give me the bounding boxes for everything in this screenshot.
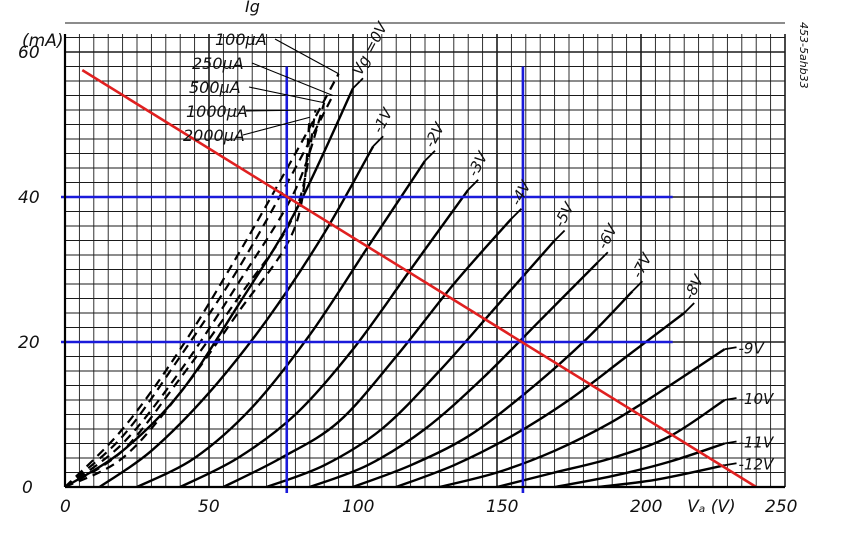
- grid-current-curve: [64, 94, 334, 488]
- curve-leader: [372, 135, 384, 147]
- ig-label: 500μA: [189, 78, 241, 97]
- chart-axes: [63, 34, 785, 489]
- grid-voltage-curve: [352, 290, 634, 489]
- y-tick-label: 40: [18, 188, 40, 208]
- curve-label: -11V: [739, 434, 775, 452]
- ig-label: 1000μA: [186, 102, 248, 121]
- ig-leader: [245, 109, 316, 112]
- curve-leader: [510, 208, 523, 220]
- ig-leader: [274, 38, 339, 75]
- ig-label: 100μA: [215, 30, 267, 49]
- curve-leader: [724, 440, 737, 445]
- curve-leader: [597, 251, 609, 263]
- ig-label: 250μA: [192, 54, 244, 73]
- grid-current-curve: [64, 73, 340, 488]
- y-tick-label: 0: [22, 478, 33, 498]
- side-note: 453-5ahb33: [797, 22, 810, 89]
- grid-voltage-curve: [179, 189, 470, 489]
- curve-leader: [724, 397, 737, 401]
- operating-point-markers: [61, 66, 673, 493]
- ig-leader: [248, 86, 325, 104]
- curve-label: -12V: [739, 455, 775, 473]
- grid-current-curve: [64, 102, 326, 488]
- ig-leader: [251, 62, 334, 97]
- load-line: [81, 69, 757, 489]
- load-line-group: [81, 69, 757, 489]
- curve-label: -9V: [739, 339, 766, 357]
- ig-header: Ig: [245, 0, 260, 16]
- grid-voltage-curve: [395, 312, 685, 489]
- x-tick-label: 200: [630, 497, 662, 517]
- grid-current-curve: [64, 117, 311, 488]
- y-tick-label: 20: [18, 333, 40, 353]
- curve-leader: [553, 229, 566, 242]
- grid-voltage-curve: [222, 218, 513, 489]
- x-axis-label: Vₐ (V): [687, 497, 736, 517]
- curve-leader: [352, 77, 364, 89]
- curve-label: -7V: [628, 249, 657, 281]
- curve-label: -10V: [739, 390, 775, 408]
- x-tick-label: 150: [486, 497, 518, 517]
- curve-leader: [724, 462, 737, 467]
- grid-voltage-curve: [597, 464, 725, 489]
- ig-label: 2000μA: [183, 126, 245, 145]
- x-tick-label: 100: [342, 497, 374, 517]
- x-tick-label: 0: [60, 497, 71, 517]
- grid-voltage-curve: [266, 239, 556, 489]
- curve-leader: [424, 150, 436, 162]
- curve-leader: [631, 280, 643, 292]
- curve-label: Vg =0V: [349, 18, 392, 78]
- grid-voltage-curve: [136, 160, 427, 489]
- y-axis-label: (mA): [22, 31, 63, 51]
- curve-leader: [467, 179, 479, 191]
- grid-voltage-curve: [496, 398, 726, 489]
- x-tick-label: 250: [765, 497, 797, 517]
- curve-leader: [724, 346, 737, 351]
- grid-voltage-curve: [439, 348, 726, 489]
- ig-leader: [242, 116, 310, 136]
- curve-label: -1V: [369, 104, 398, 136]
- grid-voltage-curve: [64, 87, 355, 489]
- x-tick-label: 50: [198, 497, 220, 517]
- chart-grid: [64, 22, 786, 488]
- y-tick-label: 60: [18, 43, 40, 63]
- grid-voltage-curve: [309, 261, 599, 489]
- curve-leader: [683, 302, 695, 314]
- grid-voltage-curves: [64, 87, 726, 489]
